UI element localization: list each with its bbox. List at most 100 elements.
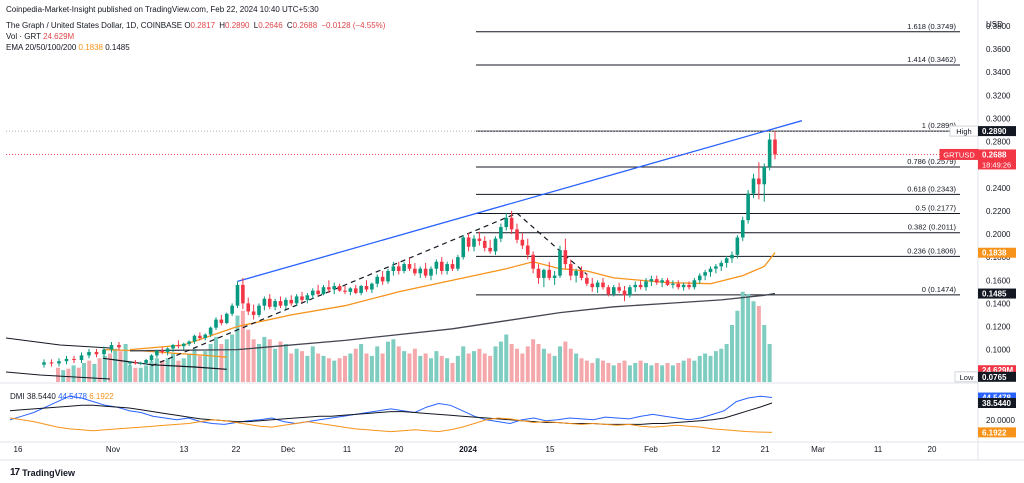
candle-body <box>499 227 503 239</box>
candle-body <box>246 303 251 312</box>
candle-body <box>57 361 61 364</box>
volume-bar <box>300 351 304 382</box>
volume-bar <box>644 363 648 382</box>
price-tag-box <box>978 371 1016 382</box>
currency-label[interactable]: USD <box>986 20 1003 29</box>
volume-bar <box>87 360 92 382</box>
candle-body <box>407 264 412 269</box>
candle-body <box>49 362 54 364</box>
volume-bar <box>418 355 423 382</box>
volume-bar <box>208 344 213 382</box>
volume-bar <box>724 344 729 382</box>
time-tick-label: 15 <box>546 445 555 454</box>
ema-value-2: 0.1485 <box>105 43 130 52</box>
volume-value: 24.629M <box>43 32 75 41</box>
fib-level-label: 0.786 (0.2579) <box>907 157 956 166</box>
volume-bar <box>466 353 471 382</box>
fib-level-label: 1.414 (0.3462) <box>907 55 956 64</box>
volume-bar <box>321 355 326 382</box>
volume-legend[interactable]: Vol · GRT 24.629M <box>6 31 74 42</box>
volume-bar <box>670 365 675 382</box>
trendline-blue <box>237 120 803 283</box>
dmi-adx-line <box>9 402 773 425</box>
price-tick-label: 0.3200 <box>986 91 1011 100</box>
volume-bar <box>375 346 380 382</box>
volume-bar <box>246 329 251 382</box>
dmi-value-3: 6.1922 <box>89 392 114 401</box>
candle-body <box>171 345 175 349</box>
dmi-value-2: 44.5478 <box>58 392 87 401</box>
volume-bar <box>552 355 557 382</box>
volume-bar <box>144 365 149 382</box>
candle-body <box>294 296 299 304</box>
trendline-dashed-down <box>516 212 588 275</box>
candle-body <box>724 258 729 263</box>
candle-body <box>633 284 638 288</box>
volume-bar <box>412 348 417 382</box>
volume-bar <box>703 353 708 382</box>
volume-bar <box>310 346 315 382</box>
candle-body <box>450 264 455 269</box>
price-tag-name: GRTUSD <box>943 150 975 159</box>
dmi-tag-box <box>978 427 1016 438</box>
volume-bar <box>113 348 118 382</box>
volume-bar <box>719 348 724 382</box>
tradingview-logo[interactable]: 17 TradingView <box>10 467 75 478</box>
volume-bar <box>525 346 530 382</box>
volume-bar <box>305 355 310 382</box>
time-tick-label: 12 <box>712 445 721 454</box>
volume-bar <box>627 365 632 382</box>
price-tag-value: 0.0765 <box>982 373 1007 382</box>
close-value: 0.2688 <box>292 21 318 30</box>
volume-bar <box>123 344 128 382</box>
volume-bar <box>224 339 229 382</box>
price-tag-name: Low <box>960 373 974 382</box>
time-tick-label: 11 <box>343 445 352 454</box>
volume-bar <box>434 351 439 382</box>
symbol-title[interactable]: The Graph / United States Dollar, 1D, CO… <box>6 21 183 30</box>
volume-bar <box>520 353 525 382</box>
volume-bar <box>380 353 385 382</box>
candle-body <box>380 276 385 282</box>
candle-body <box>160 350 165 352</box>
volume-bar <box>257 344 261 382</box>
candle-body <box>649 279 654 282</box>
candle-body <box>219 319 224 324</box>
candle-body <box>703 272 707 276</box>
price-tick-label: 0.3400 <box>986 68 1011 77</box>
time-tick-label: Feb <box>644 445 658 454</box>
candle-body <box>192 335 197 342</box>
candle-body <box>413 268 417 274</box>
candle-body <box>267 298 272 307</box>
volume-bar <box>740 291 745 382</box>
volume-bar <box>746 294 751 382</box>
price-tag-box <box>978 247 1016 258</box>
candle-body <box>375 276 380 284</box>
candle-body <box>542 269 546 278</box>
volume-bar <box>676 363 681 382</box>
volume-bar <box>638 360 643 382</box>
candle-body <box>644 281 648 288</box>
candle-body <box>676 283 681 288</box>
candle-body <box>337 286 342 291</box>
dmi-legend[interactable]: DMI 38.5440 44.5478 6.1922 <box>10 391 114 402</box>
candle-body <box>181 343 186 347</box>
candle-body <box>310 290 315 296</box>
candle-body <box>332 286 337 290</box>
candle-body <box>735 237 740 255</box>
candle-body <box>353 288 358 293</box>
volume-bar <box>348 353 353 382</box>
fib-level-label: 1.618 (0.3749) <box>907 22 956 31</box>
dmi-tag-box <box>978 398 1016 408</box>
candle-body <box>665 280 670 285</box>
candle-body <box>671 283 675 285</box>
price-tick-label: 0.3000 <box>986 114 1011 123</box>
volume-bar <box>633 363 638 382</box>
volume-bar <box>660 365 665 382</box>
candle-body <box>149 355 154 361</box>
ema-legend[interactable]: EMA 20/50/100/200 0.1838 0.1485 <box>6 42 130 53</box>
volume-bar <box>697 355 702 382</box>
volume-bar <box>181 358 186 382</box>
candle-body <box>117 345 121 348</box>
